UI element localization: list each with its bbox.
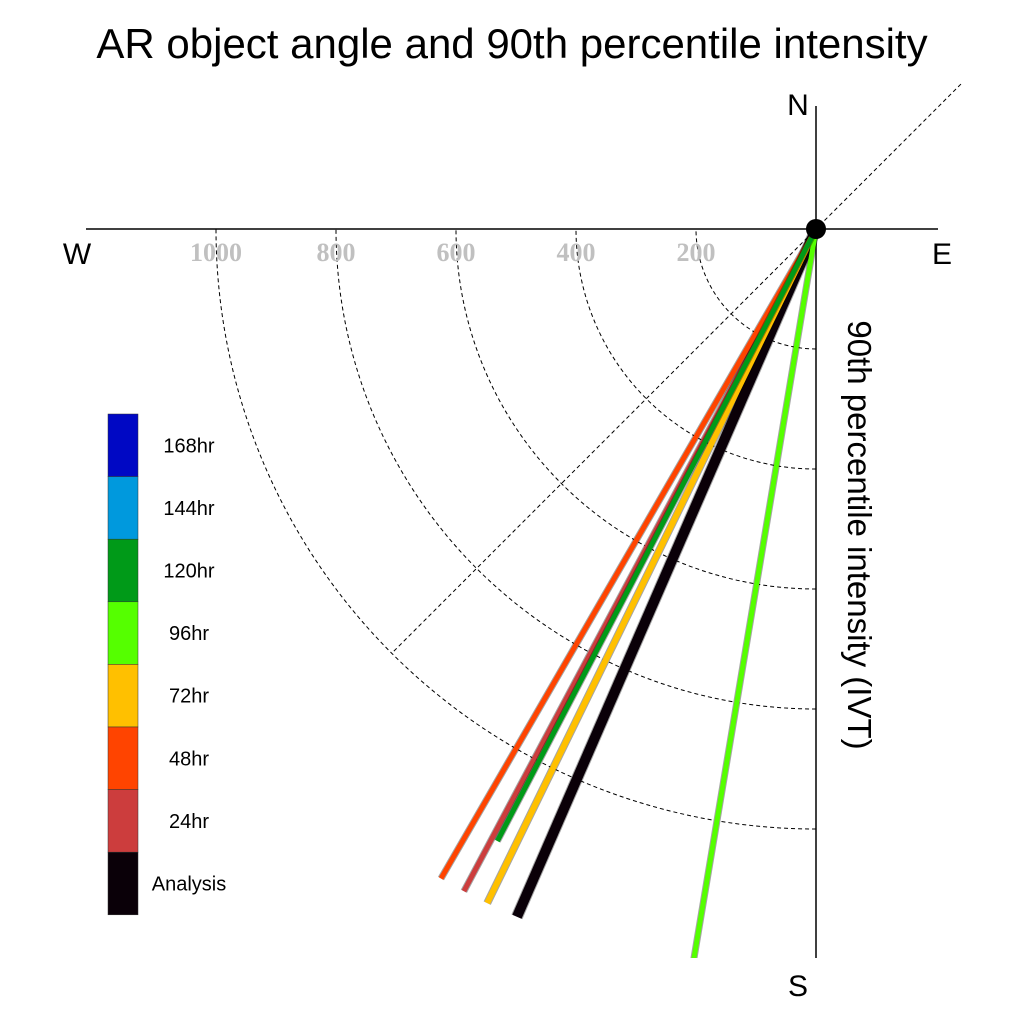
legend-swatch-168hr [107,413,139,477]
grid-arc-400 [575,228,817,470]
legend-swatch-analysis [107,851,139,916]
tick-label-600: 600 [437,238,476,267]
series-line-48hr [438,227,819,880]
compass-west-label: W [63,238,92,271]
compass-axes [86,106,938,958]
grid-diagonal [391,83,962,654]
legend-swatch-144hr [107,476,139,540]
tick-label-1000: 1000 [190,238,242,267]
series-line-96hr [691,228,819,958]
compass-south-label: S [788,970,808,1003]
legend-label-72hr: 72hr [169,686,209,708]
legend-swatch-96hr [107,601,139,665]
legend: 168hr 144hr 120hr 96hr 72hr 48hr 24hr Analysis [107,413,226,916]
legend-swatch-120hr [107,538,139,603]
tick-label-400: 400 [557,238,596,267]
legend-label-120hr: 120hr [163,561,214,583]
series-lines [437,226,822,958]
origin-marker [806,219,826,239]
legend-label-96hr: 96hr [169,623,209,645]
legend-label-168hr: 168hr [163,435,214,457]
radial-grid [215,83,962,830]
legend-label-144hr: 144hr [163,498,214,520]
legend-swatch-72hr [107,664,139,728]
tick-label-200: 200 [677,238,716,267]
compass-north-label: N [787,89,809,122]
radial-tick-labels: 200 400 600 800 1000 [190,238,716,267]
legend-swatch-24hr [107,789,139,853]
legend-label-24hr: 24hr [169,811,209,833]
series-line-analysis [512,227,821,919]
legend-swatch-48hr [107,726,139,790]
tick-label-800: 800 [317,238,356,267]
series-line-72hr [484,227,819,905]
grid-arc-1000 [215,228,817,830]
series-line-120hr [495,227,819,843]
grid-arc-600 [455,228,817,590]
legend-label-48hr: 48hr [169,748,209,770]
compass-east-label: E [932,238,952,271]
grid-arc-800 [335,228,817,710]
chart-title: AR object angle and 90th percentile inte… [96,20,927,67]
radial-axis-title: 90th percentile intensity (IVT) [841,320,878,749]
legend-label-analysis: Analysis [152,874,226,896]
